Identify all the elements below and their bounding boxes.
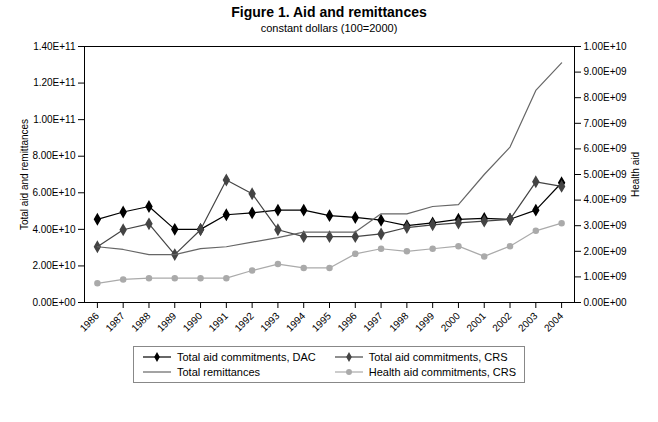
svg-text:1999: 1999 [413,310,437,334]
svg-text:7.00E+09: 7.00E+09 [584,118,628,129]
svg-text:1.00E+10: 1.00E+10 [584,41,628,52]
svg-text:4.00E+09: 4.00E+09 [584,194,628,205]
svg-text:2000: 2000 [439,310,463,334]
svg-text:1992: 1992 [232,310,256,334]
svg-text:2001: 2001 [464,310,488,334]
svg-text:Total aid and remittances: Total aid and remittances [19,119,30,230]
svg-text:1996: 1996 [335,310,359,334]
svg-text:1994: 1994 [284,310,308,334]
svg-text:1995: 1995 [310,310,334,334]
html-text:constant dollars (100=2000): constant dollars (100=2000) [260,22,398,34]
svg-text:0.00E+00: 0.00E+00 [584,297,628,308]
svg-text:1987: 1987 [103,310,127,334]
svg-text:0.00E+00: 0.00E+00 [32,297,76,308]
html-text:Total remittances: Total remittances [177,366,261,378]
svg-text:1989: 1989 [155,310,179,334]
html-text:Health aid commitments, CRS: Health aid commitments, CRS [368,366,516,378]
svg-text:1991: 1991 [207,310,231,334]
svg-text:1990: 1990 [181,310,205,334]
svg-text:1988: 1988 [129,310,153,334]
html-text:Total aid commitments, CRS: Total aid commitments, CRS [368,351,508,363]
svg-text:5.00E+09: 5.00E+09 [584,169,628,180]
svg-text:2.00E+10: 2.00E+10 [32,260,76,271]
svg-text:1986: 1986 [78,310,102,334]
svg-text:4.00E+10: 4.00E+10 [32,224,76,235]
svg-text:6.00E+10: 6.00E+10 [32,187,76,198]
svg-text:2002: 2002 [490,310,514,334]
svg-text:1998: 1998 [387,310,411,334]
svg-text:Health aid: Health aid [630,152,641,197]
svg-text:1993: 1993 [258,310,282,334]
svg-text:3.00E+09: 3.00E+09 [584,220,628,231]
svg-text:1997: 1997 [361,310,385,334]
svg-text:9.00E+09: 9.00E+09 [584,66,628,77]
svg-text:1.00E+09: 1.00E+09 [584,271,628,282]
svg-text:1.20E+11: 1.20E+11 [33,77,76,88]
svg-text:2003: 2003 [516,310,540,334]
html-text:Figure 1. Aid and remittances: Figure 1. Aid and remittances [231,4,427,20]
svg-text:1.40E+11: 1.40E+11 [33,41,76,52]
svg-text:8.00E+09: 8.00E+09 [584,92,628,103]
svg-text:2.00E+09: 2.00E+09 [584,246,628,257]
svg-text:8.00E+10: 8.00E+10 [32,150,76,161]
svg-text:6.00E+09: 6.00E+09 [584,143,628,154]
html-text:Total aid commitments, DAC: Total aid commitments, DAC [177,351,316,363]
svg-text:2004: 2004 [542,310,566,334]
svg-text:1.00E+11: 1.00E+11 [33,114,76,125]
